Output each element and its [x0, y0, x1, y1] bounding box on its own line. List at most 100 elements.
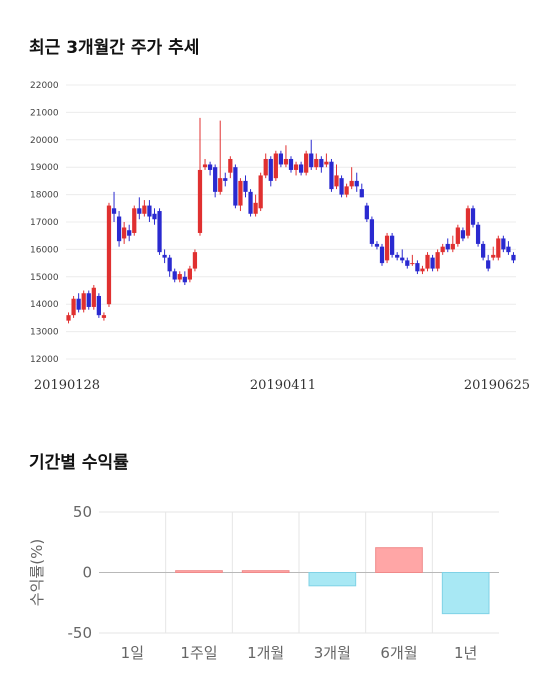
candle-body — [167, 257, 172, 272]
candle-body — [127, 230, 132, 236]
candle-body — [354, 180, 359, 187]
y-tick-label: 19000 — [30, 163, 59, 173]
candle-body — [511, 254, 516, 261]
candle-body — [278, 153, 284, 165]
candle-body — [137, 208, 142, 214]
candle-body — [425, 254, 430, 269]
x-tick-label: 1주일 — [180, 644, 217, 662]
candle-body — [223, 178, 228, 181]
candle-body — [71, 298, 76, 316]
candle-body — [122, 227, 127, 239]
candle-body — [96, 295, 101, 316]
candle-body — [142, 205, 147, 214]
candle-body — [319, 158, 324, 168]
candle-body — [101, 315, 107, 318]
candle-body — [460, 230, 466, 239]
candle-body — [314, 158, 319, 168]
candle-body — [496, 238, 501, 258]
candle-body — [197, 169, 203, 233]
y-tick-label: 18000 — [30, 191, 59, 201]
candle-body — [405, 260, 410, 266]
y-tick-label: 50 — [73, 503, 92, 521]
stock-trend-title: 최근 3개월간 주가 추세 — [29, 38, 200, 58]
candle-body — [263, 158, 268, 176]
candle-body — [66, 315, 71, 321]
candle-body — [475, 224, 481, 244]
candle-body — [248, 191, 253, 214]
x-tick-label: 20190625 — [464, 378, 530, 393]
candle-body — [324, 161, 329, 165]
candle-body — [152, 213, 157, 220]
candle-body — [450, 243, 455, 250]
y-tick-label: -50 — [68, 624, 93, 642]
candle-body — [228, 158, 233, 173]
y-tick-label: 21000 — [30, 108, 59, 118]
y-tick-label: 15000 — [30, 273, 59, 283]
y-tick-label: 17000 — [30, 218, 59, 228]
candle-body — [486, 260, 491, 269]
candle-body — [172, 271, 177, 280]
candle-body — [455, 227, 460, 244]
candle-body — [329, 161, 334, 190]
candle-body — [293, 164, 299, 170]
candle-body — [435, 252, 440, 269]
candle-body — [395, 254, 400, 258]
y-tick-label: 12000 — [30, 355, 59, 365]
candle-body — [207, 164, 213, 170]
candle-body — [192, 252, 198, 269]
candle-body — [349, 180, 354, 187]
candle-body — [415, 263, 420, 272]
candle-body — [384, 235, 390, 261]
candle-body — [243, 180, 248, 192]
candle-body — [369, 219, 375, 244]
candle-body — [238, 180, 243, 206]
candle-body — [106, 205, 112, 305]
x-tick-label: 1년 — [454, 644, 477, 662]
candle-body — [288, 158, 294, 170]
candle-body — [465, 208, 471, 236]
candle-body — [359, 189, 364, 198]
y-tick-label: 22000 — [30, 81, 59, 91]
return-bar — [375, 547, 423, 574]
candle-body — [218, 178, 223, 192]
candle-body — [344, 186, 349, 195]
x-tick-label: 6개월 — [380, 644, 417, 662]
return-bar — [175, 570, 223, 573]
candle-body — [202, 164, 208, 168]
candle-body — [400, 257, 405, 261]
candle-body — [506, 246, 511, 253]
candle-body — [76, 298, 81, 310]
candle-body — [132, 208, 137, 233]
x-tick-label: 1개월 — [247, 644, 284, 662]
candle-body — [334, 175, 339, 187]
candle-body — [283, 158, 289, 165]
candle-body — [273, 153, 278, 179]
x-tick-label: 3개월 — [314, 644, 351, 662]
y-tick-label: 14000 — [30, 300, 59, 310]
y-axis-label: 수익률(%) — [28, 539, 46, 606]
x-tick-label: 20190128 — [34, 378, 100, 393]
candle-body — [420, 268, 425, 272]
candle-body — [116, 216, 122, 242]
candle-body — [501, 238, 506, 250]
candle-body — [187, 268, 192, 280]
candle-body — [470, 208, 476, 225]
candle-body — [298, 164, 304, 173]
y-tick-label: 20000 — [30, 136, 59, 146]
candle-body — [268, 158, 273, 181]
candle-body — [233, 167, 238, 206]
candle-body — [91, 287, 96, 307]
candle-body — [157, 211, 162, 253]
return-bar — [441, 572, 490, 615]
candle-body — [430, 257, 435, 269]
return-bar — [308, 572, 357, 587]
candle-body — [182, 276, 187, 283]
candle-body — [339, 178, 344, 195]
y-tick-label: 13000 — [30, 328, 59, 338]
candle-body — [162, 254, 167, 258]
candle-body — [213, 167, 218, 192]
candle-body — [410, 263, 415, 265]
candle-body — [253, 202, 258, 214]
candle-body — [309, 153, 314, 168]
